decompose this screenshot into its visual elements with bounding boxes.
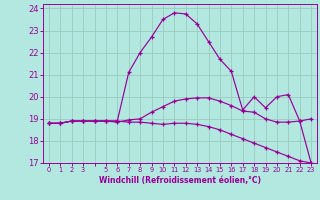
X-axis label: Windchill (Refroidissement éolien,°C): Windchill (Refroidissement éolien,°C) (99, 176, 261, 185)
